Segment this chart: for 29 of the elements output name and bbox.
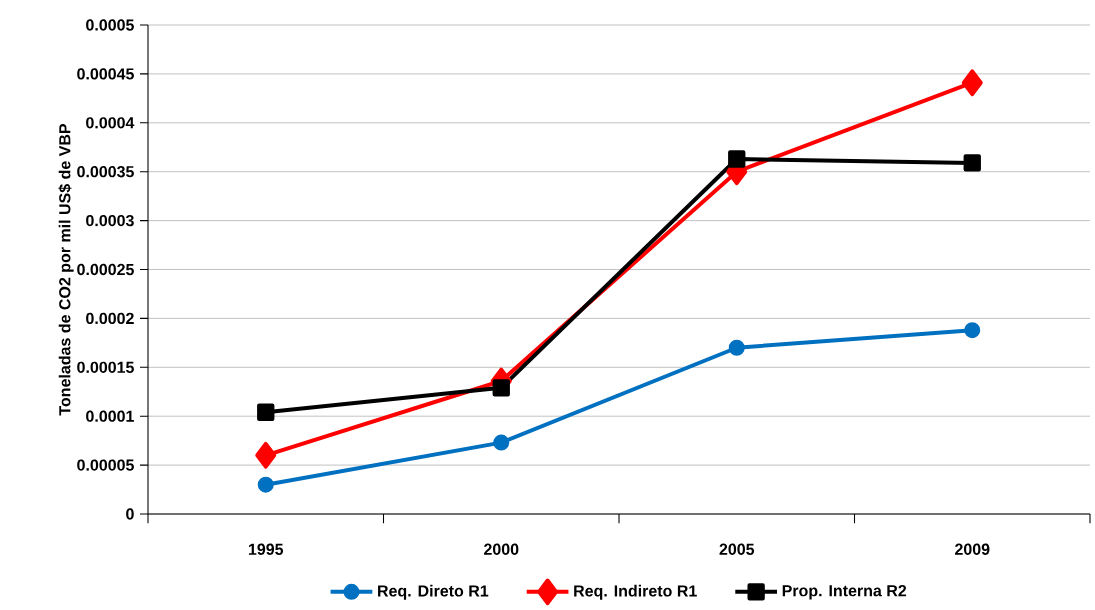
x-tick-label: 1995 — [248, 543, 284, 555]
legend-label: Prop. Interna R2 — [782, 585, 907, 600]
point — [728, 150, 746, 168]
y-tick-label: 0.00035 — [77, 166, 134, 178]
point — [963, 154, 981, 172]
point — [493, 434, 510, 451]
point — [255, 441, 277, 469]
y-tick-label: 0.0001 — [86, 410, 134, 422]
y-tick-label: 0.00005 — [77, 459, 134, 471]
point — [964, 322, 981, 339]
x-tick-label: 2000 — [484, 543, 519, 555]
y-tick-label: 0.00025 — [77, 263, 134, 276]
y-tick-label: 0.0005 — [86, 19, 134, 31]
y-tick-label: 0.0002 — [86, 312, 134, 325]
y-tick-label: 0.0003 — [86, 214, 134, 227]
point — [728, 339, 745, 356]
x-tick-label: 2009 — [955, 543, 990, 555]
legend-label: Req. Direto R1 — [378, 584, 489, 600]
x-tick-label: 2005 — [719, 543, 755, 555]
y-tick-label: 0 — [126, 508, 134, 520]
point — [257, 476, 274, 493]
point — [961, 69, 983, 97]
y-tick-label: 0.00045 — [77, 68, 134, 80]
legend-label: Req. Indireto R1 — [574, 584, 697, 600]
y-tick-label: 0.0004 — [86, 117, 135, 129]
y-axis-title: Toneladas de CO2 por mil US$ de VBP — [58, 123, 74, 416]
point — [257, 403, 275, 421]
point — [492, 379, 510, 397]
y-tick-label: 0.00015 — [77, 361, 134, 373]
